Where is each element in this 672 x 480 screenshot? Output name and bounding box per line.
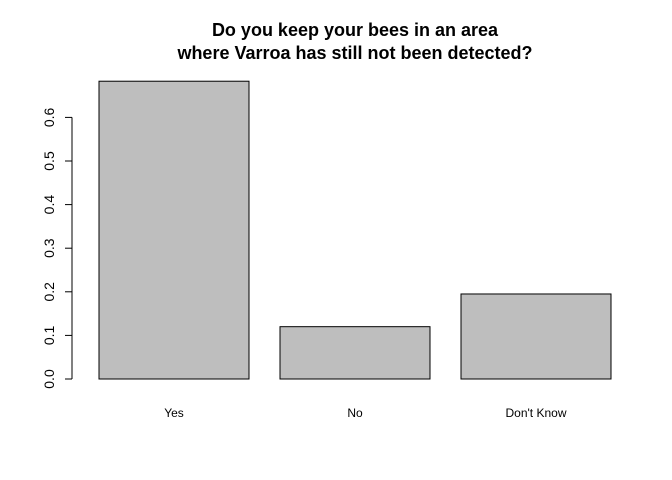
y-tick-label: 0.6 [41,107,57,127]
x-category-label: No [347,406,363,420]
x-category-label: Yes [164,406,184,420]
y-tick-label: 0.3 [41,238,57,258]
y-tick-label: 0.2 [41,282,57,302]
x-category-label: Don't Know [506,406,567,420]
bar-no [279,326,431,380]
bars-group [98,80,612,380]
y-tick-label: 0.4 [41,195,57,215]
y-tick-label: 0.5 [41,151,57,171]
bar-yes [98,80,250,380]
chart-title-line-1: Do you keep your bees in an area [212,20,499,40]
y-axis: 0.0 0.1 0.2 0.3 0.4 0.5 0.6 [41,107,73,389]
chart-title-line-2: where Varroa has still not been detected… [176,43,532,63]
y-tick-label: 0.0 [41,369,57,389]
y-tick-label: 0.1 [41,325,57,345]
x-axis-labels: Yes No Don't Know [164,406,567,420]
bar-don-t-know [460,293,612,380]
